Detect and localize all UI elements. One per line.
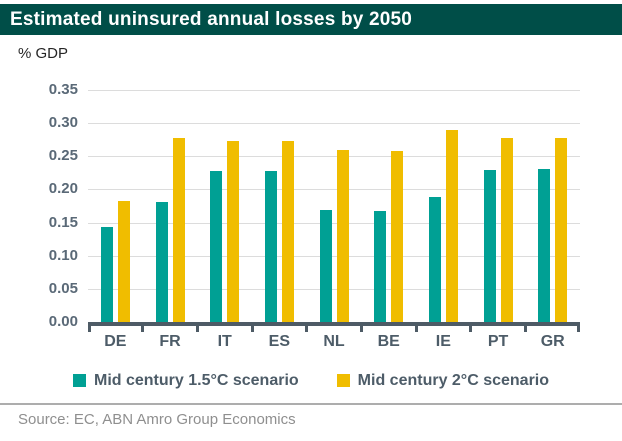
x-tick-label: PT <box>487 333 509 350</box>
x-tick-label: BE <box>377 333 400 350</box>
bar <box>445 130 458 322</box>
bar <box>117 200 130 322</box>
x-axis-tick <box>577 326 580 332</box>
bar-group-ie <box>416 90 471 322</box>
legend-label: Mid century 2°C scenario <box>357 372 550 389</box>
bar-group-gr <box>525 90 580 322</box>
chart-title: Estimated uninsured annual losses by 205… <box>10 8 413 30</box>
gridline <box>88 189 580 191</box>
x-axis-tick <box>523 326 527 332</box>
plot-area <box>88 90 580 322</box>
bar <box>281 141 294 322</box>
bar-groups <box>88 90 580 322</box>
x-tick-label: FR <box>159 333 181 350</box>
y-tick-label: 0.05 <box>48 279 78 297</box>
gridline <box>88 123 580 125</box>
x-tick-label: IE <box>435 333 451 350</box>
gridline <box>88 255 580 257</box>
legend-item: Mid century 1.5°C scenario <box>72 372 299 390</box>
bar <box>336 149 349 322</box>
chart-title-bar: Estimated uninsured annual losses by 205… <box>0 4 622 35</box>
x-axis-tick <box>88 326 91 332</box>
x-axis-tick <box>195 326 199 332</box>
y-tick-label: 0.20 <box>48 180 78 198</box>
source-note: Source: EC, ABN Amro Group Economics <box>18 411 296 428</box>
bar-group-de <box>88 90 143 322</box>
x-axis-tick <box>469 326 473 332</box>
y-tick-label: 0.30 <box>48 114 78 132</box>
x-axis-tick <box>141 326 145 332</box>
legend-label: Mid century 1.5°C scenario <box>93 372 299 389</box>
bar <box>538 168 551 322</box>
bar-group-be <box>361 90 416 322</box>
x-axis-tick <box>250 326 254 332</box>
legend-item: Mid century 2°C scenario <box>336 372 550 390</box>
legend-swatch <box>336 373 350 387</box>
bar-group-pt <box>471 90 526 322</box>
bar <box>391 150 404 322</box>
y-tick-label: 0.35 <box>48 81 78 98</box>
bar <box>172 138 185 322</box>
gridline <box>88 156 580 158</box>
y-tick-label: 0.00 <box>48 313 78 330</box>
bar <box>155 202 168 322</box>
legend-swatch <box>72 373 86 387</box>
gridline <box>88 222 580 224</box>
bar-group-es <box>252 90 307 322</box>
x-tick-label: ES <box>268 333 291 350</box>
bar <box>483 169 496 322</box>
x-axis-tick <box>414 326 418 332</box>
bar-group-nl <box>307 90 362 322</box>
x-tick-label: DE <box>104 333 127 350</box>
bar <box>227 141 240 322</box>
x-axis-line <box>88 322 580 332</box>
bar-group-fr <box>143 90 198 322</box>
x-tick-label: GR <box>540 333 565 350</box>
x-axis-tick <box>305 326 309 332</box>
x-axis-tick <box>359 326 363 332</box>
y-tick-label: 0.25 <box>48 147 78 165</box>
y-axis-tick-labels: 0.35 0.30 0.25 0.20 0.15 0.10 0.05 0.00 <box>0 82 88 330</box>
bar <box>555 137 568 322</box>
bar <box>374 210 387 322</box>
bar-group-it <box>197 90 252 322</box>
bar <box>428 197 441 322</box>
footer-divider <box>0 403 622 405</box>
gridline <box>88 288 580 290</box>
bar <box>500 138 513 322</box>
x-tick-label: NL <box>323 333 345 350</box>
bar <box>210 170 223 322</box>
x-axis-tick-labels: DE FR IT ES NL BE IE PT GR <box>88 333 580 351</box>
bar <box>319 209 332 322</box>
y-tick-label: 0.10 <box>48 246 78 264</box>
legend: Mid century 1.5°C scenario Mid century 2°… <box>0 372 622 390</box>
bar <box>100 227 113 322</box>
gridline <box>88 90 580 91</box>
y-axis-unit-label: % GDP <box>18 45 69 62</box>
x-tick-label: IT <box>217 333 232 350</box>
chart-area: 0.35 0.30 0.25 0.20 0.15 0.10 0.05 0.00 <box>0 82 622 330</box>
bar <box>264 170 277 322</box>
y-tick-label: 0.15 <box>48 213 78 231</box>
